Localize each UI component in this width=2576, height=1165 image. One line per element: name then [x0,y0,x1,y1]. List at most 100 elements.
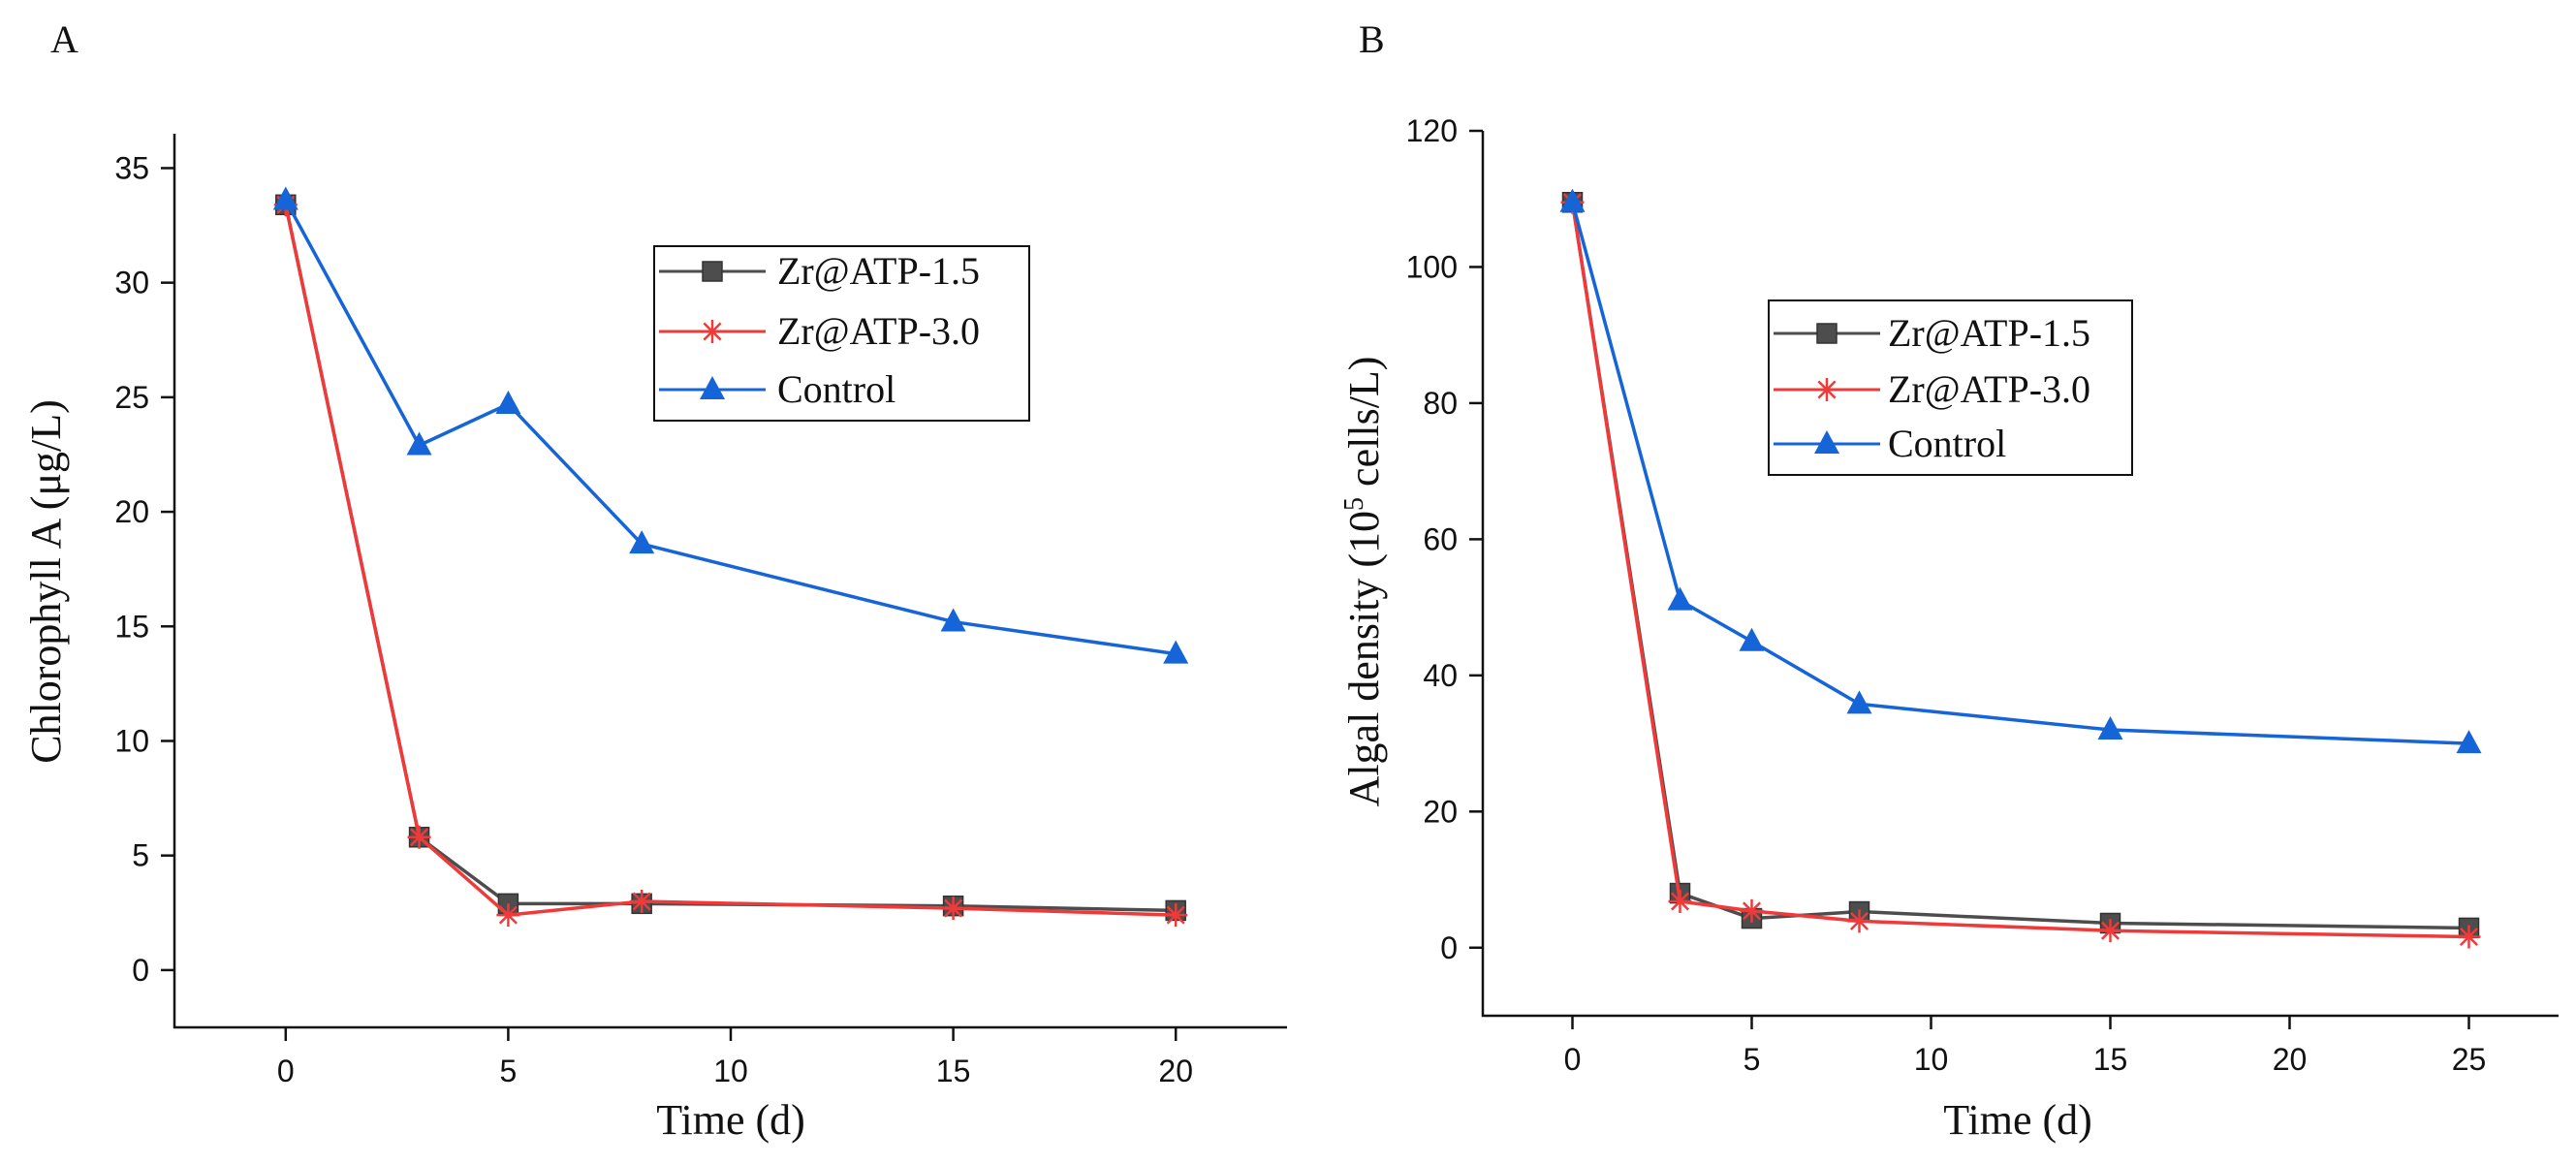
data-point-star-icon-stroke [1742,901,1762,921]
data-point-triangle-icon [629,530,655,554]
series-line-control [1570,202,2469,745]
data-point-star-icon [1847,909,1871,933]
data-point-star-icon-stroke [632,892,651,911]
data-point-star-icon-stroke [1670,892,1690,911]
panel-b-legend-item: Zr@ATP-3.0 [1774,367,2090,411]
y-tick-label: 25 [114,380,149,415]
panel-a-letter: A [50,17,79,61]
panel-a-ticks: 0 5 10 15 20 0 5 10 15 20 25 30 35 [114,150,1193,1088]
y-tick-label: 100 [1406,249,1458,284]
x-tick-label: 10 [1914,1042,1949,1077]
data-point-star-icon [1164,903,1188,928]
x-tick-label: 15 [936,1054,971,1088]
data-point-star-icon-stroke [498,905,518,925]
y-tick-label: 20 [1423,794,1458,829]
legend-marker-shape [1814,430,1839,454]
panel-b-letter: B [1359,17,1385,61]
ylabel-superscript: 5 [1339,497,1369,511]
x-tick-label: 5 [500,1054,518,1088]
legend-marker-square-icon [1816,323,1838,344]
data-point-triangle-icon [272,186,298,210]
y-tick-label: 0 [1440,930,1458,965]
data-point-triangle-icon [406,431,432,456]
panel-b-series [1559,188,2482,949]
data-point-star-icon [2457,925,2481,949]
panel-a-series [272,186,1189,928]
panel-b-legend-item: Zr@ATP-1.5 [1774,311,2090,355]
y-tick-label: 15 [114,609,149,644]
data-point-star-icon-stroke [2459,928,2479,947]
y-tick-label: 5 [132,838,149,873]
x-tick-label: 5 [1744,1042,1761,1077]
data-point-triangle-icon [1163,640,1189,664]
legend-marker-shape [700,376,725,399]
y-tick-label: 60 [1423,521,1458,556]
data-point-triangle-icon [1667,586,1693,611]
series-line-zr30 [1570,202,2469,939]
legend-marker-triangle-icon [700,376,725,399]
legend-label: Control [1888,422,2006,465]
data-point-star-icon [1668,890,1692,914]
ylabel-tail: cells/L) [1340,357,1388,497]
panel-a-legend-item: Zr@ATP-3.0 [659,309,980,353]
legend-marker-shape [1816,323,1838,344]
panel-a-x-axis-title: Time (d) [656,1096,805,1144]
panel-b-ticks: 0 5 10 15 20 25 0 20 40 60 80 100 120 [1406,113,2487,1077]
y-tick-label: 40 [1423,658,1458,693]
data-point-star-icon [407,825,431,849]
y-tick-label: 30 [114,266,149,300]
data-point-star-icon [941,897,965,921]
x-tick-label: 15 [2093,1042,2128,1077]
x-tick-label: 20 [1158,1054,1193,1088]
legend-marker-shape [1815,378,1838,401]
x-tick-label: 0 [1564,1042,1582,1077]
panel-a-legend-item: Control [659,367,895,411]
legend-marker-star-icon [1815,378,1838,401]
legend-marker-shape [701,320,724,343]
data-point-star-icon [1740,898,1764,923]
data-point-triangle-icon [940,608,966,632]
data-point-triangle-icon [495,390,521,414]
panel-b-legend-item: Control [1774,422,2006,465]
panel-b-axes [1481,131,2559,1018]
data-point-star-icon-stroke [1166,905,1185,925]
panel-b-x-axis-title: Time (d) [1943,1096,2092,1144]
series-line-zr30 [284,204,1177,917]
data-point-star-icon [630,889,654,913]
x-tick-label: 25 [2452,1042,2487,1077]
panel-a: A 0 5 10 15 20 0 5 10 15 20 25 30 35 Time (d) Chloro… [22,17,1287,1144]
panel-a-legend-item: Zr@ATP-1.5 [659,249,980,293]
legend-label: Zr@ATP-1.5 [1888,311,2090,355]
legend-label: Zr@ATP-1.5 [777,249,980,293]
ylabel-main: Algal density (10 [1340,511,1388,807]
data-point-star-icon-stroke [1849,911,1869,930]
y-tick-label: 120 [1406,113,1458,148]
panel-a-y-axis-title: Chlorophyll A (μg/L) [22,399,70,764]
panel-a-legend: Zr@ATP-1.5 Zr@ATP-3.0 Control [653,245,1030,422]
data-point-triangle-icon [1559,188,1586,212]
data-point-triangle-icon [1846,690,1872,714]
legend-marker-shape-stroke [703,322,722,341]
legend-marker-shape-stroke [1817,380,1837,399]
data-point-star-icon [496,903,520,928]
legend-label: Control [777,367,895,411]
legend-marker-shape [702,261,723,282]
panel-b-legend: Zr@ATP-1.5 Zr@ATP-3.0 Control [1768,299,2133,476]
y-tick-label: 10 [114,723,149,758]
y-tick-label: 35 [114,150,149,185]
x-tick-label: 10 [713,1054,748,1088]
data-point-triangle-icon [1739,627,1765,651]
data-point-triangle-icon [2456,730,2482,754]
panel-b: B 0 5 10 15 20 25 0 20 40 60 80 100 120 Time (d) Alg… [1339,17,2559,1144]
panel-b-y-axis-title: Algal density (105 cells/L) [1339,357,1388,807]
legend-marker-star-icon [701,320,724,343]
legend-label: Zr@ATP-3.0 [1888,367,2090,411]
data-point-triangle-icon [2097,716,2123,740]
x-tick-label: 0 [277,1054,295,1088]
legend-label: Zr@ATP-3.0 [777,309,980,353]
y-tick-label: 0 [132,953,149,988]
data-point-star-icon-stroke [410,828,429,847]
series-line-control [284,199,1177,656]
panel-a-axes [173,134,1287,1029]
